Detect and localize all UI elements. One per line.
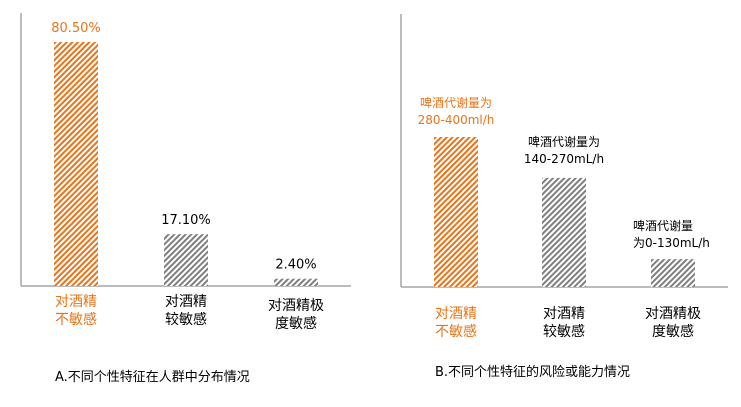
data-label: 17.10%	[161, 213, 211, 228]
category-label: 度敏感	[652, 323, 694, 340]
category-label: 对酒精	[543, 306, 585, 322]
data-label: 为0-130mL/h	[633, 236, 710, 250]
category-label: 度敏感	[275, 315, 317, 332]
bar	[434, 136, 478, 287]
bar	[54, 42, 98, 286]
category-label: 不敏感	[435, 323, 477, 340]
bar	[164, 234, 208, 286]
category-label: 较敏感	[543, 323, 585, 340]
chart-title: A.不同个性特征在人群中分布情况	[55, 370, 250, 385]
category-label: 对酒精极	[268, 298, 324, 314]
chart-title: B.不同个性特征的风险或能力情况	[435, 364, 630, 380]
bar	[274, 278, 318, 286]
data-label: 280-400ml/h	[418, 113, 495, 127]
data-label: 啤酒代谢量为	[420, 95, 492, 110]
category-label: 较敏感	[165, 311, 207, 328]
category-label: 对酒精	[55, 294, 97, 310]
data-label: 2.40%	[275, 258, 316, 273]
bar	[651, 259, 695, 287]
bar	[542, 177, 586, 287]
category-label: 不敏感	[55, 311, 97, 328]
data-label: 140-270mL/h	[524, 152, 604, 166]
data-label: 啤酒代谢量	[633, 218, 693, 233]
category-label: 对酒精	[435, 306, 477, 322]
data-label: 80.50%	[51, 21, 101, 36]
category-label: 对酒精	[165, 294, 207, 310]
data-label: 啤酒代谢量为	[528, 134, 600, 149]
category-label: 对酒精极	[645, 306, 701, 322]
